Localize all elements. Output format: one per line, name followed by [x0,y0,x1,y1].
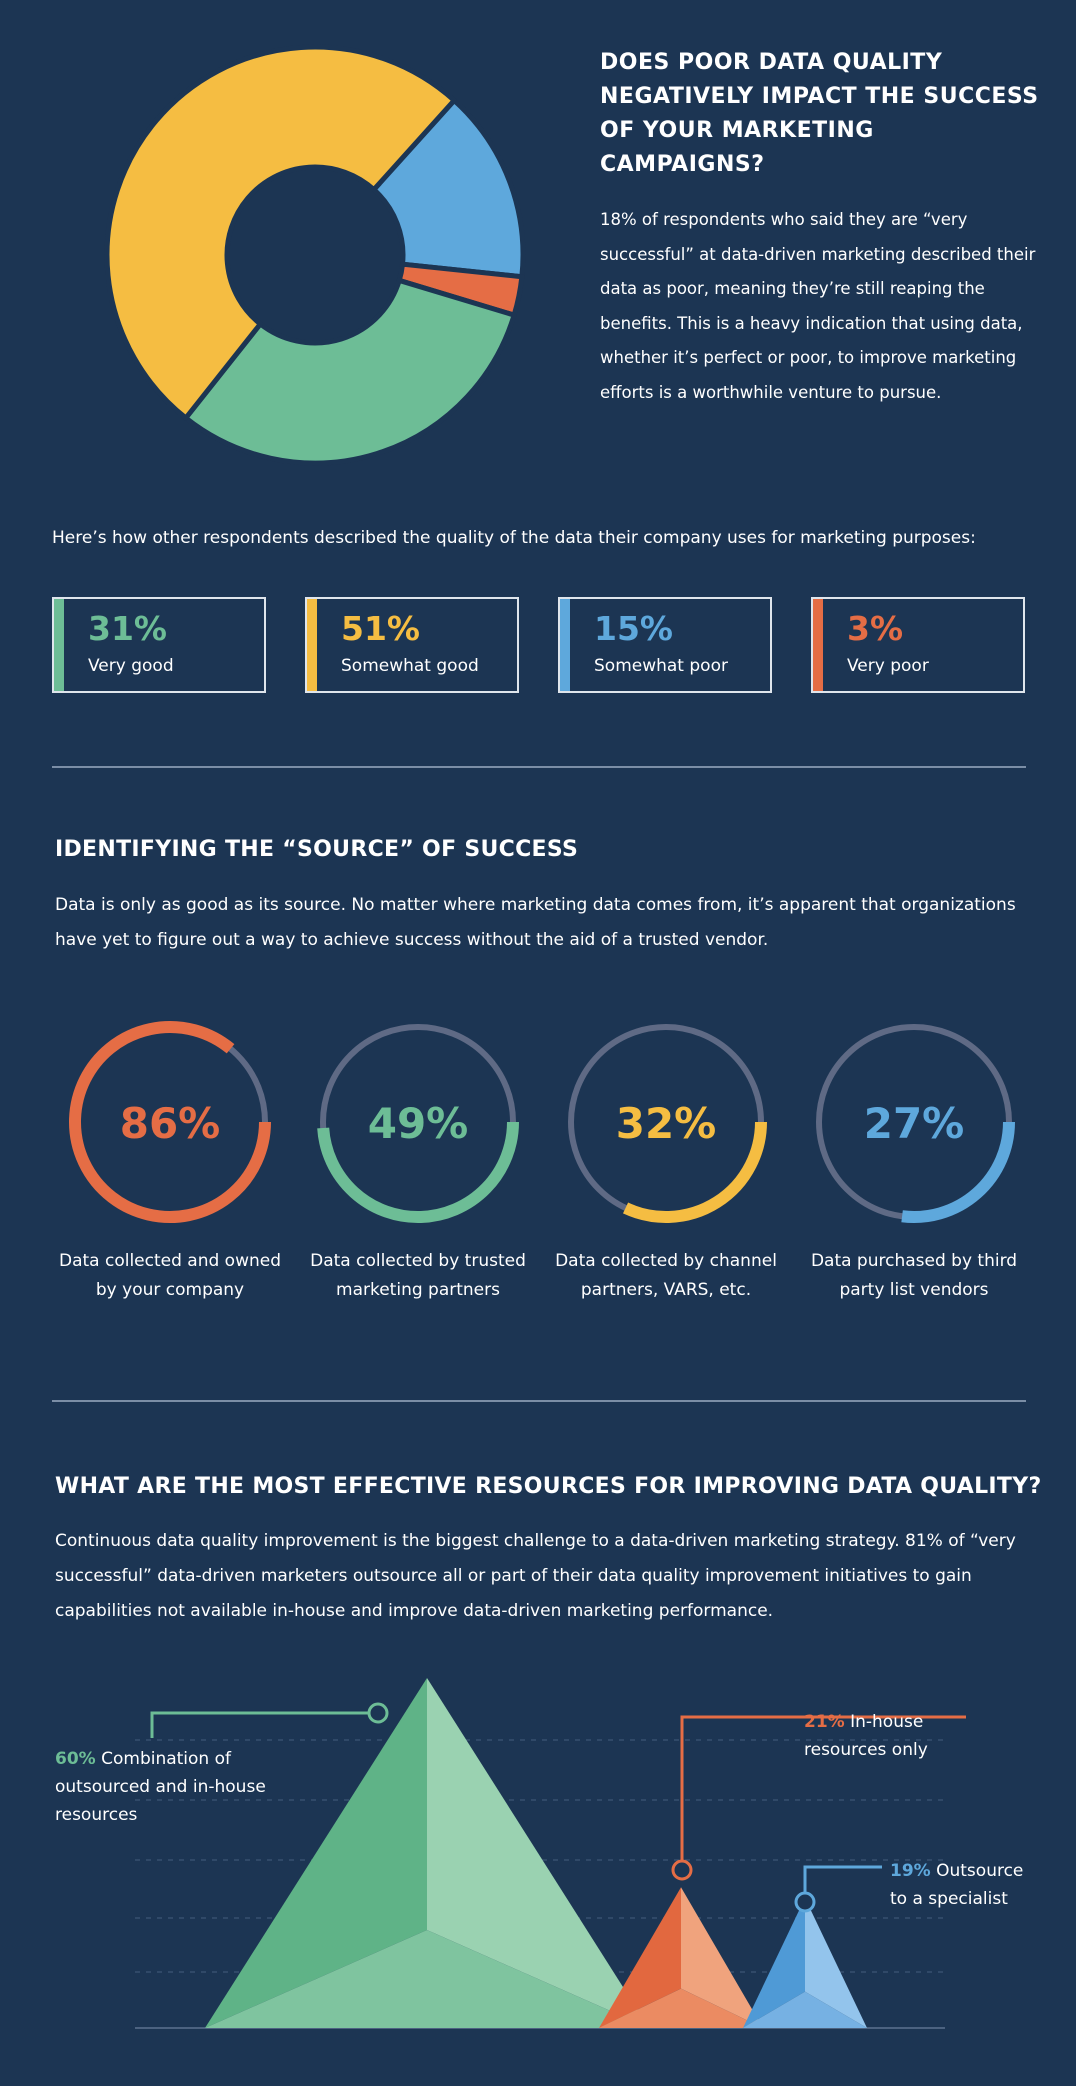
resources-pyramid-chart [135,1678,966,2029]
donut-slice-somewhat-good [104,44,457,421]
pyramid-face [427,1678,649,2028]
callout-percent: 21% [804,1712,845,1732]
section-source-body: Data is only as good as its source. No m… [55,895,1016,950]
callout-label: Combination of outsourced and in-house r… [55,1749,266,1825]
pyramid-face [805,1898,867,2028]
legend-color-bar [813,599,823,691]
ring-caption: Data collected by channel partners, VARS… [555,1251,777,1300]
legend-label: Somewhat poor [594,656,728,676]
legend-percent: 31% [88,609,167,648]
progress-ring: 86% [69,1021,271,1223]
section-quality-title: DOES POOR DATA QUALITY NEGATIVELY IMPACT… [600,50,1039,177]
legend-color-bar [54,599,64,691]
callout-leader-line [150,1711,378,1738]
section-divider [52,1400,1026,1402]
callout-marker [794,1891,816,1913]
callout-specialist: 19% Outsource to a specialist [890,1857,1040,1913]
callout-leader-line [680,1715,966,1870]
callout-in-house: 21% In-house resources only [804,1708,964,1764]
quality-intro-text: Here’s how other respondents described t… [52,528,976,548]
section-source-title: IDENTIFYING THE “SOURCE” OF SUCCESS [55,837,579,862]
ring-caption: Data collected and owned by your company [58,1251,282,1300]
legend-color-bar [307,599,317,691]
ring-progress-arc [317,1121,519,1223]
ring-percent-label: 49% [368,1099,469,1148]
legend-percent: 15% [594,609,673,648]
ring-percent-label: 86% [120,1099,221,1148]
quality-donut-chart [104,44,526,466]
pyramid-in-house [599,1887,763,2028]
section-divider [52,766,1026,768]
legend-label: Very poor [847,656,929,676]
ring-percent-label: 27% [864,1099,965,1148]
progress-ring: 32% [568,1024,767,1223]
pyramid-face [743,1898,805,2028]
source-rings-chart: 86% 49% 32% 27% [69,1021,1015,1223]
pyramid-specialist [743,1898,867,2028]
progress-ring: 49% [317,1024,519,1223]
pyramid-face [599,1988,763,2028]
pyramid-face [205,1678,427,2028]
ring-percent-label: 32% [616,1099,717,1148]
callout-marker [671,1859,693,1881]
pyramid-face [205,1930,649,2028]
legend-percent: 3% [847,609,904,648]
legend-label: Very good [88,656,174,676]
callout-combination: 60% Combination of outsourced and in-hou… [55,1745,275,1829]
legend-somewhat-good: 51% Somewhat good [305,597,519,693]
ring-progress-arc [623,1121,767,1223]
callout-label: In-house resources only [804,1712,928,1760]
ring-progress-arc [901,1121,1015,1223]
callout-marker [367,1702,389,1724]
callout-percent: 19% [890,1861,931,1881]
ring-caption: Data purchased by third party list vendo… [810,1251,1018,1300]
section-resources-title: WHAT ARE THE MOST EFFECTIVE RESOURCES FO… [55,1474,1042,1499]
pyramid-face [743,1991,867,2028]
legend-label: Somewhat good [341,656,479,676]
legend-color-bar [560,599,570,691]
callout-leader-line [803,1865,882,1902]
callout-label: Outsource to a specialist [890,1861,1024,1909]
callout-percent: 60% [55,1749,96,1769]
legend-somewhat-poor: 15% Somewhat poor [558,597,772,693]
legend-very-poor: 3% Very poor [811,597,1025,693]
section-resources-body: Continuous data quality improvement is t… [55,1531,1016,1621]
donut-slice-very-good [183,277,517,466]
ring-progress-arc [69,1021,271,1223]
ring-caption: Data collected by trusted marketing part… [310,1251,526,1300]
progress-ring: 27% [816,1024,1015,1223]
legend-very-good: 31% Very good [52,597,266,693]
pyramid-combination [205,1678,649,2028]
donut-slice-somewhat-poor [371,97,526,280]
legend-percent: 51% [341,609,420,648]
section-quality-body: 18% of respondents who said they are “ve… [600,210,1036,402]
